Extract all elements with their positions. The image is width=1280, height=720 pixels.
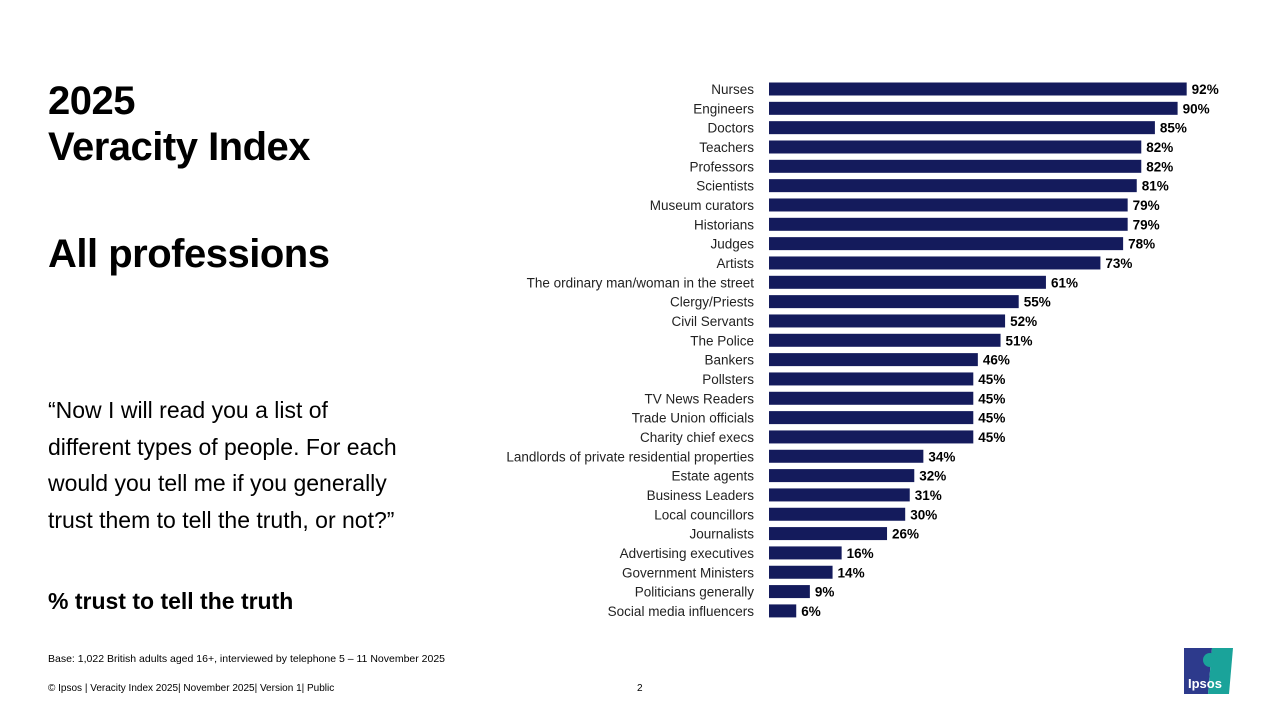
category-label: Journalists	[689, 527, 754, 542]
data-label: 78%	[1128, 237, 1155, 252]
base-note: Base: 1,022 British adults aged 16+, int…	[48, 653, 446, 665]
data-label: 9%	[815, 585, 835, 600]
category-label: Scientists	[696, 179, 754, 194]
data-label: 46%	[983, 353, 1010, 368]
bar	[769, 353, 978, 367]
title-year: 2025	[48, 79, 135, 123]
data-label: 92%	[1192, 82, 1219, 97]
data-label: 79%	[1133, 217, 1160, 232]
data-label: 52%	[1010, 314, 1037, 329]
bar	[769, 275, 1046, 289]
bar	[769, 256, 1101, 270]
data-label: 45%	[978, 411, 1005, 426]
data-label: 81%	[1142, 179, 1169, 194]
page-title: 2025 Veracity Index	[48, 78, 311, 170]
bar	[769, 565, 833, 579]
bar	[769, 585, 810, 599]
category-label: Estate agents	[671, 469, 754, 484]
bar	[769, 295, 1019, 309]
bar	[769, 217, 1128, 231]
bar	[769, 604, 797, 618]
survey-question: “Now I will read you a list of different…	[48, 397, 397, 533]
category-label: Trade Union officials	[632, 411, 755, 426]
bar	[769, 372, 974, 386]
category-label: The Police	[690, 333, 754, 348]
bar	[769, 546, 842, 560]
data-label: 45%	[978, 391, 1005, 406]
category-label: Charity chief execs	[640, 430, 754, 445]
bar	[769, 121, 1155, 135]
data-label: 51%	[1006, 333, 1033, 348]
category-label: Business Leaders	[647, 488, 755, 503]
data-label: 73%	[1105, 256, 1132, 271]
data-label: 30%	[910, 507, 937, 522]
data-label: 55%	[1024, 295, 1051, 310]
bar	[769, 82, 1187, 96]
svg-text:Ipsos: Ipsos	[1188, 676, 1222, 691]
category-label: Engineers	[693, 101, 754, 116]
category-label: Teachers	[699, 140, 754, 155]
bar	[769, 198, 1128, 212]
category-label: Doctors	[707, 121, 754, 136]
category-label: Judges	[710, 237, 754, 252]
category-label: Museum curators	[650, 198, 755, 213]
data-label: 82%	[1146, 159, 1173, 174]
bar	[769, 333, 1001, 347]
bar	[769, 449, 924, 463]
category-label: Nurses	[711, 82, 754, 97]
page-number: 2	[637, 683, 643, 694]
data-label: 6%	[801, 604, 821, 619]
bar	[769, 411, 974, 425]
bar	[769, 527, 888, 541]
bar	[769, 140, 1142, 154]
category-label: Historians	[694, 217, 754, 232]
bar	[769, 179, 1137, 193]
data-label: 45%	[978, 430, 1005, 445]
category-label: Artists	[716, 256, 754, 271]
category-label: Social media influencers	[608, 604, 755, 619]
category-label: Politicians generally	[635, 585, 755, 600]
data-label: 14%	[838, 565, 865, 580]
ipsos-logo: Ipsos	[1184, 648, 1233, 694]
data-label: 61%	[1051, 275, 1078, 290]
category-label: Pollsters	[702, 372, 754, 387]
data-label: 85%	[1160, 121, 1187, 136]
footer: © Ipsos | Veracity Index 2025| November …	[48, 683, 335, 694]
title-name: Veracity Index	[48, 125, 311, 169]
bar	[769, 101, 1178, 115]
data-label: 26%	[892, 527, 919, 542]
category-label: The ordinary man/woman in the street	[527, 275, 755, 290]
bar	[769, 237, 1124, 251]
category-label: Advertising executives	[620, 546, 755, 561]
data-label: 31%	[915, 488, 942, 503]
category-label: TV News Readers	[644, 391, 754, 406]
subtitle: All professions	[48, 232, 330, 276]
measure-label: % trust to tell the truth	[48, 588, 294, 614]
category-label: Professors	[689, 159, 754, 174]
data-label: 79%	[1133, 198, 1160, 213]
bar	[769, 314, 1006, 328]
bar	[769, 469, 915, 483]
category-label: Clergy/Priests	[670, 295, 754, 310]
data-label: 34%	[928, 449, 955, 464]
bar	[769, 391, 974, 405]
data-label: 16%	[847, 546, 874, 561]
data-label: 45%	[978, 372, 1005, 387]
bar	[769, 488, 910, 502]
category-label: Civil Servants	[671, 314, 754, 329]
category-label: Landlords of private residential propert…	[506, 449, 754, 464]
category-label: Government Ministers	[622, 565, 754, 580]
category-label: Bankers	[704, 353, 754, 368]
data-label: 90%	[1183, 101, 1210, 116]
data-label: 32%	[919, 469, 946, 484]
bar	[769, 430, 974, 444]
category-label: Local councillors	[654, 507, 754, 522]
data-label: 82%	[1146, 140, 1173, 155]
bar	[769, 507, 906, 521]
bar	[769, 159, 1142, 173]
